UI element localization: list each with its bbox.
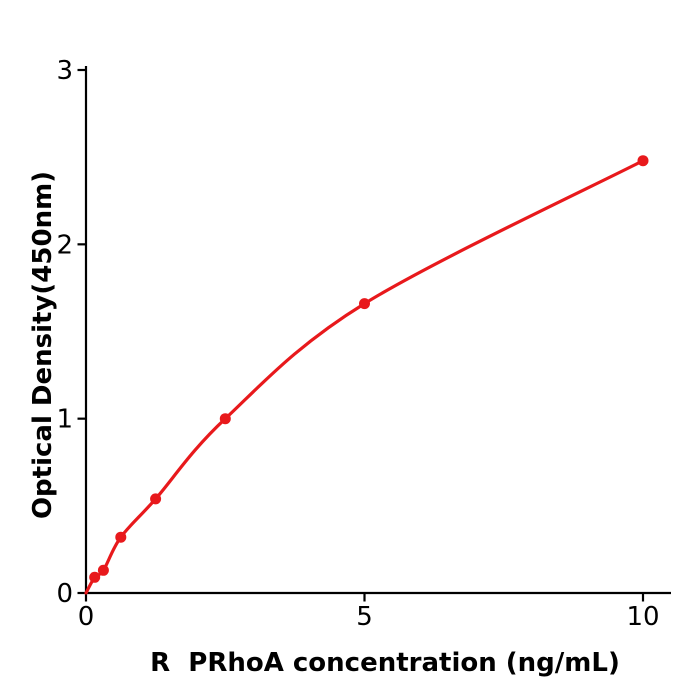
y-axis-label: Optical Density(450nm) [28,171,58,519]
y-tick-label: 0 [56,579,73,609]
data-point-marker [219,413,231,425]
y-tick-label: 2 [56,230,73,260]
data-points [89,155,649,583]
tick-marks-and-labels: 0 5 10 0 1 2 3 [56,56,659,632]
data-point-marker [359,298,370,310]
x-axis-label: R PRhoA concentration (ng/mL) [150,648,620,678]
data-point-marker [89,571,101,583]
data-point-marker [637,155,649,167]
x-tick-label: 0 [78,602,95,632]
y-tick-label: 3 [56,56,73,86]
y-tick-label: 1 [56,405,73,435]
data-point-marker [150,493,162,505]
axes [84,66,671,595]
fit-curve-line [84,159,645,595]
data-point-marker [97,564,109,576]
x-tick-label: 5 [356,602,373,632]
data-point-marker [115,531,127,543]
x-tick-label: 10 [626,602,659,632]
